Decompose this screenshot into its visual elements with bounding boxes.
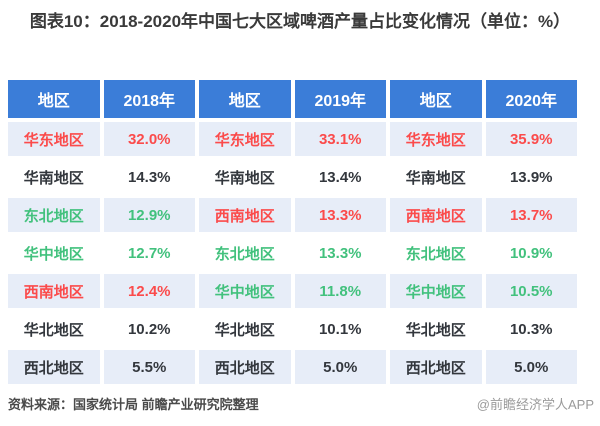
column-header-2019: 2019年 [294,80,386,118]
column-header-region: 地区 [199,80,291,118]
value-cell: 13.4% [294,160,386,194]
data-table: 地区 2018年 地区 2019年 地区 2020年 华东地区 32.0% 华东地区… [8,80,577,384]
region-cell: 华北地区 [199,312,291,346]
column-header-2020: 2020年 [485,80,577,118]
column-header-region: 地区 [390,80,482,118]
value-cell: 5.0% [294,350,386,384]
region-cell: 华东地区 [8,122,100,156]
region-cell: 华中地区 [8,236,100,270]
region-cell: 西北地区 [199,350,291,384]
region-cell: 东北地区 [199,236,291,270]
region-cell: 华南地区 [199,160,291,194]
value-cell: 12.7% [103,236,195,270]
column-header-2018: 2018年 [103,80,195,118]
credit-note: @前瞻经济学人APP [476,397,594,412]
value-cell: 13.9% [485,160,577,194]
value-cell: 5.5% [103,350,195,384]
region-cell: 华中地区 [199,274,291,308]
region-cell: 东北地区 [8,198,100,232]
figure-footer: 资料来源：国家统计局 前瞻产业研究院整理 @前瞻经济学人APP [8,394,594,413]
region-cell: 华南地区 [8,160,100,194]
value-cell: 5.0% [485,350,577,384]
region-cell: 西南地区 [8,274,100,308]
value-cell: 32.0% [103,122,195,156]
value-cell: 10.1% [294,312,386,346]
value-cell: 11.8% [294,274,386,308]
region-cell: 华南地区 [390,160,482,194]
value-cell: 13.7% [485,198,577,232]
column-header-region: 地区 [8,80,100,118]
figure-title: 图表10：2018-2020年中国七大区域啤酒产量占比变化情况（单位：%） [29,12,571,31]
value-cell: 13.3% [294,236,386,270]
value-cell: 35.9% [485,122,577,156]
region-cell: 华北地区 [8,312,100,346]
source-note: 资料来源：国家统计局 前瞻产业研究院整理 [8,397,259,412]
region-cell: 西南地区 [199,198,291,232]
value-cell: 10.5% [485,274,577,308]
value-cell: 12.9% [103,198,195,232]
value-cell: 33.1% [294,122,386,156]
value-cell: 12.4% [103,274,195,308]
region-cell: 华中地区 [390,274,482,308]
region-cell: 西北地区 [390,350,482,384]
region-cell: 东北地区 [390,236,482,270]
region-cell: 西北地区 [8,350,100,384]
region-cell: 华东地区 [390,122,482,156]
value-cell: 10.2% [103,312,195,346]
value-cell: 13.3% [294,198,386,232]
value-cell: 10.9% [485,236,577,270]
region-cell: 华北地区 [390,312,482,346]
region-cell: 华东地区 [199,122,291,156]
value-cell: 10.3% [485,312,577,346]
value-cell: 14.3% [103,160,195,194]
region-cell: 西南地区 [390,198,482,232]
